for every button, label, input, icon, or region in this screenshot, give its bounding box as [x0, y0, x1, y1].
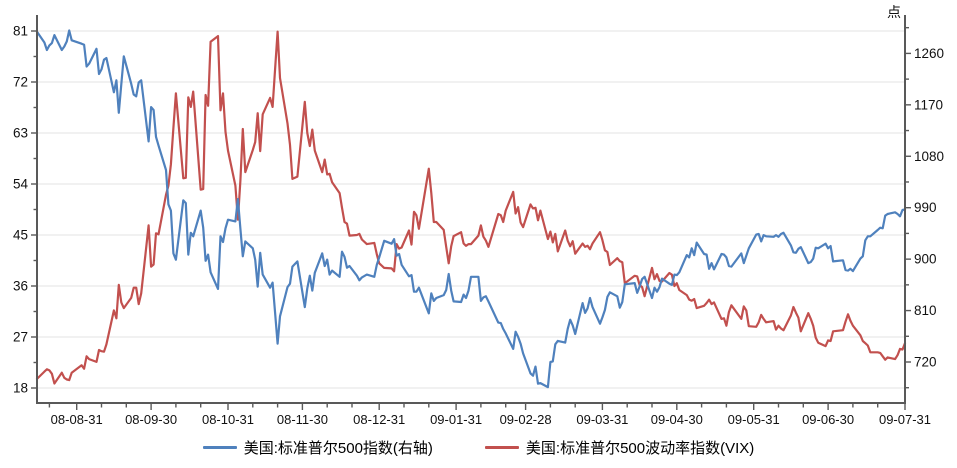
- svg-text:18: 18: [13, 381, 28, 396]
- svg-text:900: 900: [914, 252, 937, 267]
- series-line-spx: [35, 29, 907, 389]
- legend-label-sp500: 美国:标准普尔500指数(右轴): [243, 440, 433, 457]
- svg-text:08-11-30: 08-11-30: [277, 412, 328, 427]
- svg-text:72: 72: [13, 75, 28, 90]
- svg-text:09-04-30: 09-04-30: [651, 412, 703, 427]
- svg-text:09-02-28: 09-02-28: [500, 412, 552, 427]
- svg-text:09-07-31: 09-07-31: [879, 412, 931, 427]
- legend-line-vix-swatch: [484, 446, 519, 449]
- chart-legend: 美国:标准普尔500指数(右轴) 美国:标准普尔500波动率指数(VIX): [0, 437, 957, 458]
- svg-text:990: 990: [914, 200, 937, 215]
- legend-item-sp500: 美国:标准普尔500指数(右轴): [202, 437, 433, 458]
- svg-text:08-08-31: 08-08-31: [51, 412, 103, 427]
- svg-text:54: 54: [13, 177, 29, 192]
- svg-text:08-09-30: 08-09-30: [125, 412, 177, 427]
- svg-text:720: 720: [914, 355, 937, 370]
- svg-text:08-12-31: 08-12-31: [353, 412, 405, 427]
- svg-text:09-01-31: 09-01-31: [430, 412, 482, 427]
- svg-text:45: 45: [13, 228, 28, 243]
- svg-text:1080: 1080: [914, 149, 944, 164]
- legend-label-vix: 美国:标准普尔500波动率指数(VIX): [525, 440, 755, 457]
- svg-text:09-06-30: 09-06-30: [802, 412, 854, 427]
- legend-item-vix: 美国:标准普尔500波动率指数(VIX): [484, 437, 755, 458]
- svg-text:09-05-31: 09-05-31: [728, 412, 780, 427]
- svg-text:36: 36: [13, 279, 28, 294]
- axis-ticks: [31, 26, 911, 410]
- svg-text:09-03-31: 09-03-31: [576, 412, 628, 427]
- svg-text:63: 63: [13, 126, 28, 141]
- svg-text:1170: 1170: [914, 97, 943, 112]
- svg-text:1260: 1260: [914, 46, 944, 61]
- svg-text:81: 81: [13, 24, 28, 39]
- gridlines: [38, 30, 904, 389]
- svg-text:810: 810: [914, 303, 937, 318]
- axis-lines: [36, 15, 906, 404]
- svg-text:08-10-31: 08-10-31: [202, 412, 254, 427]
- axis-tick-labels: 18 27 36 45 54 63 72 81 720 810 900 990 1080 1170 1260…: [13, 4, 944, 427]
- line-chart-canvas: 18 27 36 45 54 63 72 81 720 810 900 990 1080 1170 1260…: [13, 4, 944, 427]
- legend-line-sp500-swatch: [202, 446, 237, 449]
- svg-text:27: 27: [13, 330, 28, 345]
- series-line-vix: [35, 30, 907, 385]
- right-axis-unit-label: 点: [887, 4, 901, 20]
